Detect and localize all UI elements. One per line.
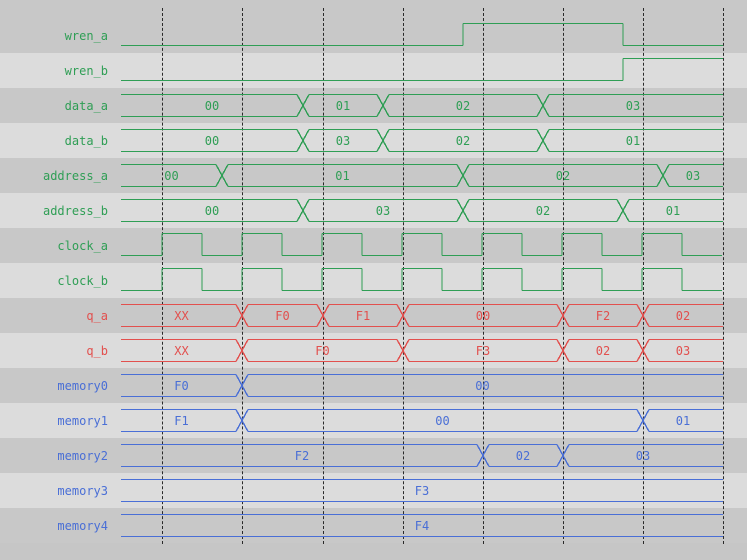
bus-value-q_a-0: XX [174,308,189,323]
bus-value-q_b-2: F3 [475,343,491,358]
row-band-clock_b [0,263,747,298]
gridline-7 [723,8,724,544]
trace-memory2 [121,443,723,468]
signal-label-memory3: memory3 [57,483,108,498]
bus-value-address_b-2: 02 [535,203,551,218]
bus-value-memory4-0: F4 [414,518,430,533]
trace-memory0 [121,373,723,398]
waveform-traces [121,22,723,538]
signal-label-memory0: memory0 [57,378,108,393]
bus-value-q_a-4: F2 [595,308,611,323]
gridline-3 [403,8,404,544]
trace-memory1 [121,408,723,433]
gridline-2 [323,8,324,544]
trace-wren_a [121,22,723,47]
bus-value-address_a-0: 00 [164,168,179,183]
trace-clock_b [121,267,722,292]
bus-value-q_a-1: F0 [275,308,290,323]
signal-label-memory2: memory2 [57,448,108,463]
signal-label-clock_b: clock_b [57,273,108,288]
bus-value-q_b-1: F0 [315,343,330,358]
bus-value-data_b-0: 00 [204,133,220,148]
bus-value-data_a-2: 02 [455,98,471,113]
row-band-clock_a [0,228,747,263]
bus-value-memory0-0: F0 [174,378,189,393]
signal-label-q_a: q_a [86,308,108,323]
signal-label-memory1: memory1 [57,413,108,428]
signal-label-wren_b: wren_b [64,63,108,78]
bus-value-q_b-4: 03 [675,343,691,358]
signal-label-q_b: q_b [86,343,108,358]
bus-value-memory2-0: F2 [294,448,310,463]
trace-q_b [121,338,723,363]
signal-label-wren_a: wren_a [64,28,108,43]
bus-value-address_b-1: 03 [375,203,391,218]
trace-data_a [121,93,723,118]
gridline-6 [643,8,644,544]
bus-value-memory2-2: 03 [635,448,651,463]
signal-label-address_a: address_a [42,168,108,183]
bus-value-data_b-1: 03 [335,133,351,148]
bus-value-data_a-1: 01 [335,98,351,113]
bus-value-address_b-0: 00 [204,203,220,218]
trace-address_a [121,163,723,188]
bus-value-address_a-2: 02 [555,168,571,183]
signal-label-clock_a: clock_a [57,238,108,253]
bus-value-memory1-0: F1 [174,413,189,428]
trace-q_a [121,303,723,328]
trace-wren_b [121,57,723,82]
bus-value-address_a-1: 01 [335,168,350,183]
bus-value-q_a-2: F1 [355,308,371,323]
trace-memory4 [121,513,723,538]
trace-data_b [121,128,723,153]
bus-value-q_a-5: 02 [675,308,691,323]
trace-clock_a [121,232,722,257]
trace-address_b [121,198,723,223]
bus-value-data_b-2: 02 [455,133,471,148]
gridline-5 [563,8,564,544]
bus-value-data_a-0: 00 [204,98,220,113]
bus-value-address_b-3: 01 [665,203,681,218]
bus-value-q_b-0: XX [174,343,189,358]
signal-label-memory4: memory4 [57,518,108,533]
signal-label-data_b: data_b [64,133,108,148]
bus-value-address_a-3: 03 [685,168,701,183]
waveform-canvas[interactable]: 00 01 02 03 00 03 02 01 00 01 02 03 00 03 02 01 XX F0 F1 00… [121,0,724,560]
bus-value-memory1-1: 00 [435,413,450,428]
bus-value-data_b-3: 01 [625,133,641,148]
trace-memory3 [121,478,723,503]
signal-label-address_b: address_b [42,203,108,218]
bus-value-memory2-1: 02 [515,448,531,463]
bus-value-data_a-3: 03 [625,98,641,113]
bus-value-memory1-2: 01 [675,413,691,428]
bus-value-q_a-3: 00 [475,308,491,323]
bus-value-q_b-3: 02 [595,343,611,358]
signal-label-data_a: data_a [64,98,108,113]
bus-value-memory0-1: 00 [475,378,490,393]
gridline-4 [483,8,484,544]
bus-value-memory3-0: F3 [414,483,430,498]
